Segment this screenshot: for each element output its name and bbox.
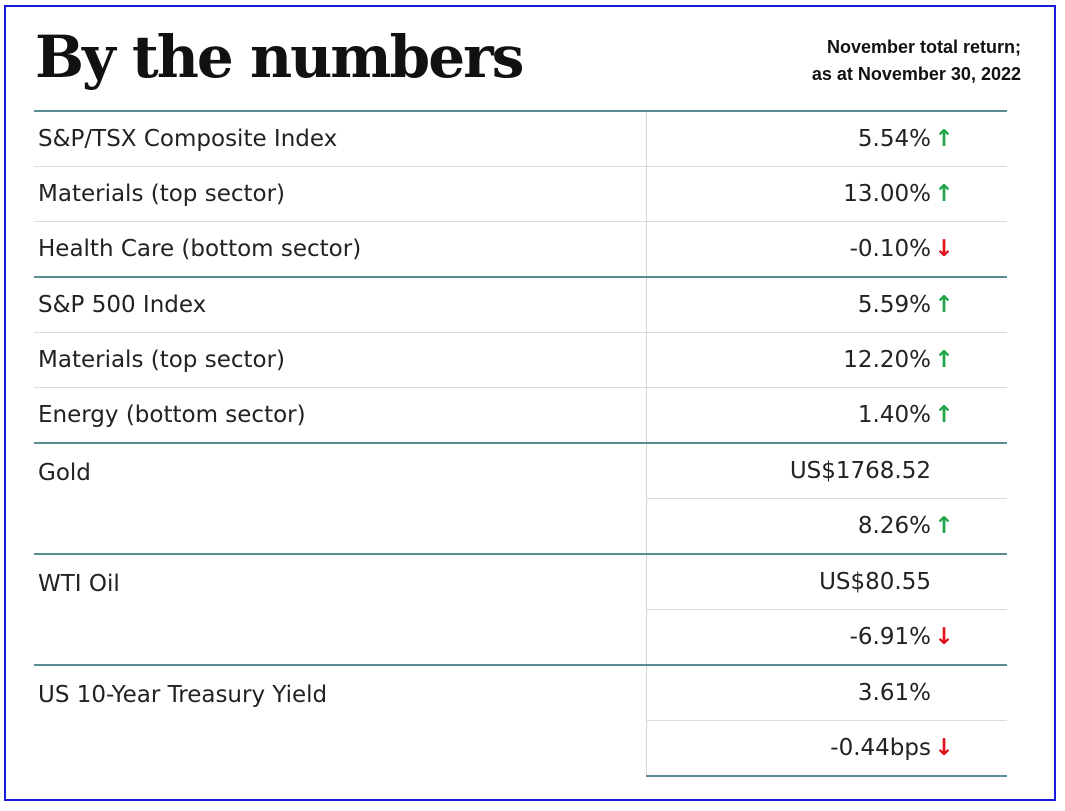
row-change: 8.26% — [857, 513, 931, 539]
row-value-cell: 1.40% ↑ — [646, 387, 1007, 443]
table-row: WTI Oil US$80.55 — [34, 553, 1007, 665]
row-value-cell: 5.59% ↑ — [646, 276, 1007, 333]
page-title: By the numbers — [35, 23, 524, 91]
table-row: S&P 500 Index 5.59% ↑ — [34, 276, 1007, 333]
arrow-up-icon: ↑ — [934, 292, 954, 318]
row-value-cell: US$80.55 — [646, 553, 1007, 610]
arrow-down-icon: ↓ — [934, 236, 954, 262]
row-label: Health Care (bottom sector) — [34, 221, 647, 277]
arrow-up-icon: ↑ — [934, 181, 954, 207]
row-value-cell: 13.00% ↑ — [646, 166, 1007, 222]
table-subtitle: November total return; as at November 30… — [812, 34, 1021, 88]
row-label: S&P/TSX Composite Index — [34, 110, 647, 167]
row-value-cell: US$1768.52 — [646, 442, 1007, 499]
row-value: -0.10% — [849, 236, 931, 262]
table-row: Energy (bottom sector) 1.40% ↑ — [34, 387, 1007, 443]
table-row: Materials (top sector) 13.00% ↑ — [34, 166, 1007, 222]
table-row: Gold US$1768.52 — [34, 442, 1007, 554]
arrow-down-icon: ↓ — [934, 735, 954, 761]
row-value: 5.54% — [857, 126, 931, 152]
row-value: 3.61% — [857, 680, 931, 706]
table-row: Materials (top sector) 12.20% ↑ — [34, 332, 1007, 388]
row-label: S&P 500 Index — [34, 276, 647, 333]
arrow-up-icon: ↑ — [934, 126, 954, 152]
row-change: -0.44bps — [830, 735, 931, 761]
row-value-cell: 5.54% ↑ — [646, 110, 1007, 167]
row-change-cell: -6.91% ↓ — [646, 609, 1007, 665]
table-row: Health Care (bottom sector) -0.10% ↓ — [34, 221, 1007, 277]
table-row: 8.26% ↑ — [34, 498, 1007, 554]
subtitle-line-1: November total return; — [826, 37, 1021, 57]
row-value-cell: 3.61% — [646, 664, 1007, 721]
arrow-up-icon: ↑ — [934, 513, 954, 539]
row-label: Materials (top sector) — [34, 332, 647, 388]
table-row: -6.91% ↓ — [34, 609, 1007, 665]
table-row: US 10-Year Treasury Yield 3.61% — [34, 664, 1007, 776]
row-value: US$1768.52 — [789, 458, 931, 484]
row-change-cell: 8.26% ↑ — [646, 498, 1007, 554]
table-row: -0.44bps ↓ — [34, 720, 1007, 777]
row-value: 1.40% — [857, 402, 931, 428]
arrow-up-icon: ↑ — [934, 347, 954, 373]
row-label: WTI Oil — [34, 553, 647, 665]
row-value: US$80.55 — [819, 569, 931, 595]
arrow-down-icon: ↓ — [934, 624, 954, 650]
row-value-cell: -0.10% ↓ — [646, 221, 1007, 277]
row-value-cell: 12.20% ↑ — [646, 332, 1007, 388]
row-label: US 10-Year Treasury Yield — [34, 664, 647, 776]
row-label: Gold — [34, 442, 647, 554]
arrow-up-icon: ↑ — [934, 402, 954, 428]
row-change-cell: -0.44bps ↓ — [646, 720, 1007, 777]
row-value: 5.59% — [857, 292, 931, 318]
row-value: 13.00% — [843, 181, 931, 207]
row-change: -6.91% — [849, 624, 931, 650]
subtitle-line-2: as at November 30, 2022 — [811, 64, 1021, 84]
returns-table: S&P/TSX Composite Index 5.54% ↑ Materials… — [34, 110, 1007, 777]
row-label: Materials (top sector) — [34, 166, 647, 222]
row-value: 12.20% — [843, 347, 931, 373]
table-row: S&P/TSX Composite Index 5.54% ↑ — [34, 110, 1007, 167]
row-label: Energy (bottom sector) — [34, 387, 647, 443]
